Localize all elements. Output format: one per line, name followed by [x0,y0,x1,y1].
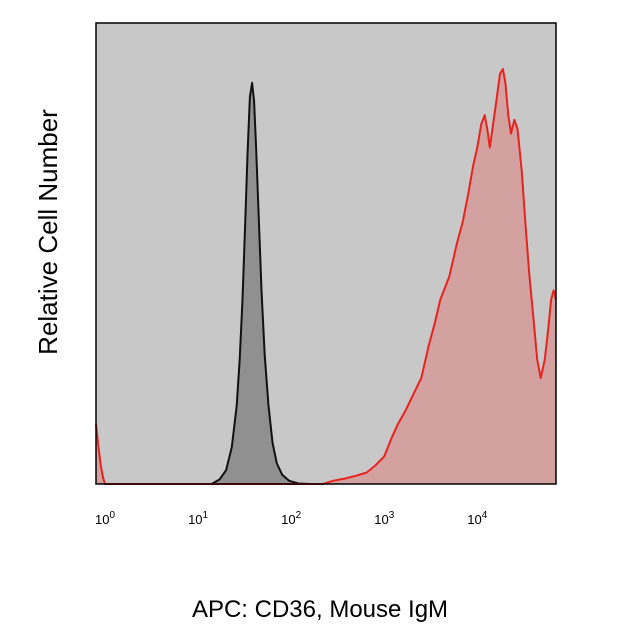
histogram-line-1 [211,81,311,485]
x-tick-label: 101 [188,510,208,527]
x-tick-label: 102 [281,510,301,527]
y-axis-label: Relative Cell Number [33,109,63,355]
series-layer [95,68,557,485]
x-axis-label: APC: CD36, Mouse IgM [192,596,448,623]
x-tick-label: 103 [374,510,394,527]
x-tick-labels: 100 101 102 103 104 [95,510,488,527]
x-tick-label: 100 [95,510,115,527]
histogram-fill-2 [96,69,556,484]
x-tick-label: 104 [467,510,487,527]
histogram-line-2 [95,68,557,485]
plot-frame [95,22,557,485]
